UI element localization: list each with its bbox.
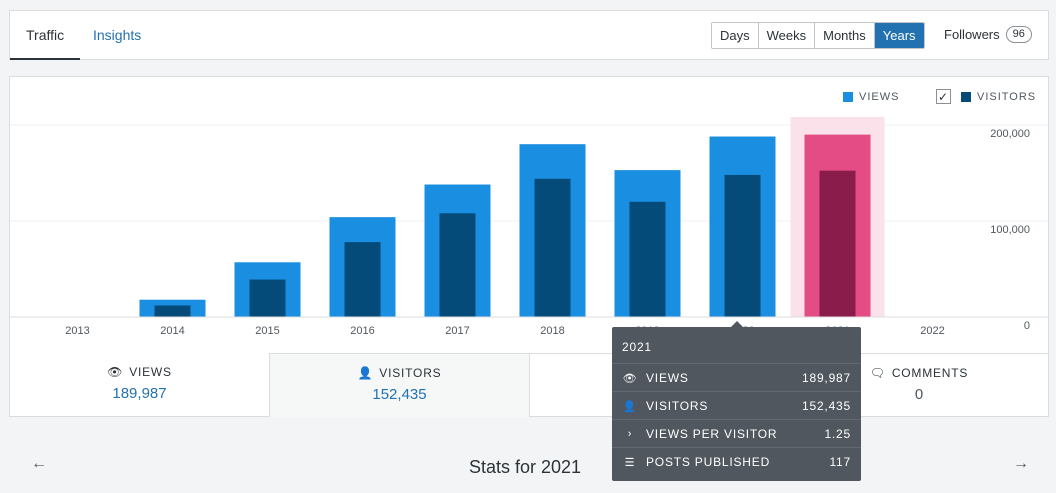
x-tick-label: 2014 — [160, 325, 184, 337]
period-weeks[interactable]: Weeks — [758, 23, 816, 48]
x-tick-label: 2022 — [920, 325, 944, 337]
tooltip-posts-label: POSTS PUBLISHED — [646, 455, 771, 469]
tooltip-title: 2021 — [622, 340, 652, 354]
bar-visitors-2014 — [154, 305, 191, 317]
stat-comments[interactable]: 🗨 COMMENTS 0 — [789, 353, 1048, 417]
tooltip-row-views-per-visitor: › VIEWS PER VISITOR 1.25 — [622, 424, 851, 444]
x-tick-label: 2017 — [445, 325, 469, 337]
stats-nav: Traffic Insights Days Weeks Months Years… — [9, 10, 1049, 60]
tooltip-divider — [612, 419, 861, 420]
bar-visitors-2016 — [344, 242, 381, 317]
period-months[interactable]: Months — [815, 23, 875, 48]
legend-visitors-swatch — [961, 91, 971, 102]
chevron-right-icon: › — [627, 428, 633, 440]
bar-visitors-2017 — [439, 213, 476, 317]
stat-visitors-label: VISITORS — [379, 366, 442, 380]
list-icon: ☰ — [624, 456, 636, 469]
chart-card: 200,000 100,000 0 2013 2014 2015 2016 2017 2018 2… — [9, 76, 1049, 417]
bar-visitors-2019 — [629, 201, 666, 317]
tab-insights[interactable]: Insights — [93, 27, 142, 43]
comment-icon: 🗨 — [869, 366, 886, 380]
tooltip-views-label: VIEWS — [646, 371, 689, 385]
tooltip-views-value: 189,987 — [802, 371, 851, 385]
stat-visitors-value: 152,435 — [372, 386, 427, 403]
bar-chart: 200,000 100,000 0 2013 2014 2015 2016 2017 2018 2… — [10, 117, 1048, 337]
stat-views[interactable]: 👁 VIEWS 189,987 — [10, 353, 269, 417]
tooltip-row-visitors: 👤 VISITORS 152,435 — [622, 396, 851, 416]
tooltip-divider — [612, 447, 861, 448]
period-days[interactable]: Days — [712, 23, 759, 48]
period-years[interactable]: Years — [874, 23, 924, 48]
followers-count: 96 — [1005, 26, 1032, 43]
tooltip-visitors-value: 152,435 — [802, 399, 851, 413]
stats-period-title: Stats for 2021 — [469, 457, 582, 477]
tab-traffic[interactable]: Traffic — [10, 11, 81, 60]
tooltip-visitors-label: VISITORS — [646, 399, 709, 413]
x-tick-label: 2016 — [350, 325, 374, 337]
stat-comments-value: 0 — [914, 386, 924, 403]
bar-visitors-2020 — [724, 174, 761, 317]
tooltip-posts-value: 117 — [829, 455, 851, 469]
previous-arrow-icon[interactable]: ← — [31, 455, 47, 472]
person-icon: 👤 — [357, 366, 374, 380]
y-tick-label: 200,000 — [990, 128, 1030, 140]
checkbox-icon[interactable]: ✓ — [936, 89, 951, 104]
x-tick-label: 2018 — [540, 325, 564, 337]
eye-icon: 👁 — [107, 365, 124, 379]
tooltip-divider — [612, 391, 861, 392]
y-tick-label: 0 — [1024, 320, 1030, 332]
legend-visitors-label: VISITORS — [977, 90, 1037, 103]
eye-icon: 👁 — [622, 372, 638, 385]
tooltip-row-views: 👁 VIEWS 189,987 — [622, 368, 851, 388]
stat-visitors[interactable]: 👤 VISITORS 152,435 — [269, 353, 530, 417]
stat-views-label: VIEWS — [129, 365, 172, 379]
legend-visitors[interactable]: ✓ VISITORS — [936, 89, 1036, 104]
person-icon: 👤 — [622, 400, 638, 413]
legend-views-label: VIEWS — [859, 91, 900, 103]
period-selector: Days Weeks Months Years — [711, 22, 925, 49]
legend-views-swatch — [843, 92, 853, 102]
tooltip-pointer — [730, 321, 744, 328]
stat-views-value: 189,987 — [112, 385, 167, 402]
tooltip-divider — [612, 363, 861, 364]
legend-views: VIEWS — [843, 91, 899, 103]
tooltip-row-posts: ☰ POSTS PUBLISHED 117 — [622, 452, 851, 472]
bar-visitors-2015 — [249, 279, 286, 317]
tooltip-vpv-value: 1.25 — [824, 427, 851, 441]
followers-label: Followers — [944, 27, 1000, 42]
tooltip-vpv-label: VIEWS PER VISITOR — [646, 427, 778, 441]
stat-comments-label: COMMENTS — [891, 366, 969, 380]
next-arrow-icon[interactable]: → — [1013, 455, 1029, 472]
x-tick-label: 2013 — [65, 325, 89, 337]
y-tick-label: 100,000 — [990, 224, 1030, 236]
bar-visitors-2021 — [819, 170, 856, 317]
chart-tooltip: 2021 👁 VIEWS 189,987 👤 VISITORS 152,435 … — [612, 321, 861, 481]
followers-link[interactable]: Followers 96 — [944, 26, 1032, 43]
bar-visitors-2018 — [534, 178, 571, 317]
x-tick-label: 2015 — [255, 325, 279, 337]
